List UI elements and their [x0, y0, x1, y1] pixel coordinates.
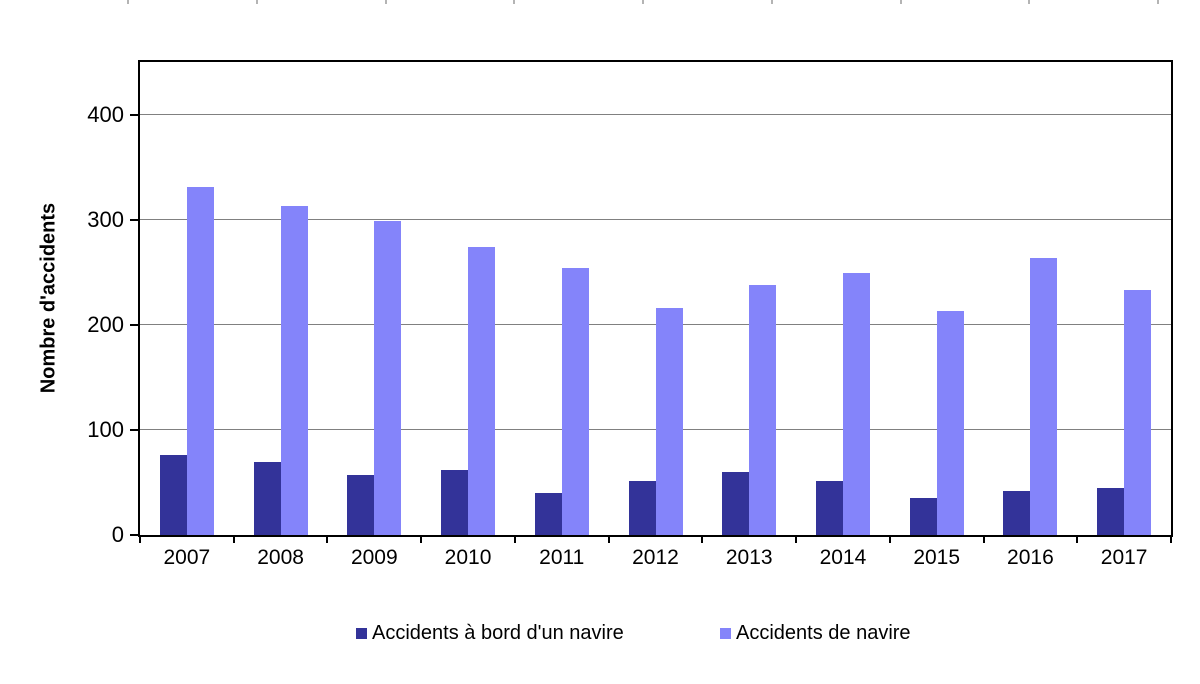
x-tick-mark-1 [232, 537, 235, 543]
bar-a-bord-2014 [815, 481, 843, 535]
x-label-2009: 2009 [350, 546, 398, 569]
bar-a-bord-2011 [534, 492, 562, 535]
bar-navire-2015 [936, 311, 964, 535]
x-tick-mark-8 [888, 537, 891, 543]
y-tick-mark-0 [130, 534, 138, 536]
top-tick [1157, 0, 1159, 4]
bar-navire-2009 [374, 220, 402, 535]
bar-navire-2008 [280, 206, 308, 535]
x-label-2010: 2010 [444, 546, 492, 569]
top-tick [385, 0, 387, 4]
bar-a-bord-2017 [1097, 487, 1125, 535]
bar-navire-2013 [749, 284, 777, 535]
x-tick-mark-3 [420, 537, 423, 543]
y-tick-label-100: 100 [87, 416, 124, 442]
legend-item-accidents-a-bord: Accidents à bord d'un navire [356, 621, 624, 645]
bar-navire-2011 [561, 268, 589, 535]
x-tick-mark-9 [982, 537, 985, 543]
x-tick-mark-7 [795, 537, 798, 543]
bar-navire-2016 [1030, 257, 1058, 535]
y-tick-mark-100 [130, 428, 138, 431]
y-tick-label-400: 400 [87, 101, 124, 127]
top-tick [256, 0, 258, 4]
y-tick-label-0: 0 [111, 522, 124, 547]
legend-label-accidents-de-navire: Accidents de navire [736, 622, 911, 644]
x-label-2012: 2012 [632, 546, 679, 569]
x-tick-mark-4 [513, 537, 516, 543]
y-tick-label-300: 300 [87, 206, 124, 232]
bar-a-bord-2007 [159, 455, 187, 535]
gridline-300 [140, 219, 1171, 221]
x-label-2007: 2007 [163, 546, 211, 569]
top-tick [900, 0, 902, 4]
x-label-2008: 2008 [257, 546, 304, 569]
x-label-2011: 2011 [539, 546, 585, 569]
bar-a-bord-2008 [253, 462, 281, 535]
x-tick-mark-6 [701, 537, 704, 543]
legend-swatch-accidents-a-bord [356, 628, 367, 639]
bar-a-bord-2016 [1003, 490, 1031, 535]
bar-navire-2014 [842, 273, 870, 535]
gridline-400 [140, 114, 1171, 116]
y-axis-title: Nombre d'accidents [37, 202, 60, 394]
plot-area [138, 60, 1173, 537]
bar-a-bord-2015 [909, 498, 937, 535]
top-tick [771, 0, 773, 4]
x-tick-mark-11 [1170, 537, 1172, 543]
x-tick-mark-5 [607, 537, 610, 543]
x-label-2017: 2017 [1100, 546, 1148, 569]
x-tick-mark-2 [326, 537, 329, 543]
bar-a-bord-2013 [722, 471, 750, 535]
top-tick [513, 0, 515, 4]
y-tick-label-200: 200 [87, 311, 124, 337]
x-label-2014: 2014 [819, 546, 867, 569]
legend-item-accidents-de-navire: Accidents de navire [720, 621, 911, 645]
top-tick [127, 0, 129, 4]
y-tick-mark-400 [130, 113, 138, 116]
bar-a-bord-2009 [347, 475, 375, 535]
top-tick [1028, 0, 1030, 4]
bar-navire-2012 [655, 307, 683, 535]
x-label-2016: 2016 [1007, 546, 1054, 569]
y-tick-mark-300 [130, 218, 138, 221]
bar-a-bord-2012 [628, 481, 656, 535]
legend-swatch-accidents-de-navire [720, 628, 731, 639]
bar-navire-2017 [1124, 290, 1152, 535]
x-label-2015: 2015 [913, 546, 961, 569]
bar-a-bord-2010 [441, 469, 469, 535]
x-label-2013: 2013 [725, 546, 773, 569]
top-tick [642, 0, 644, 4]
y-tick-mark-200 [130, 323, 138, 326]
x-tick-mark-0 [139, 537, 141, 543]
bar-navire-2007 [186, 187, 214, 535]
legend-label-accidents-a-bord: Accidents à bord d'un navire [372, 622, 624, 644]
x-tick-mark-10 [1076, 537, 1079, 543]
bar-navire-2010 [468, 247, 496, 535]
